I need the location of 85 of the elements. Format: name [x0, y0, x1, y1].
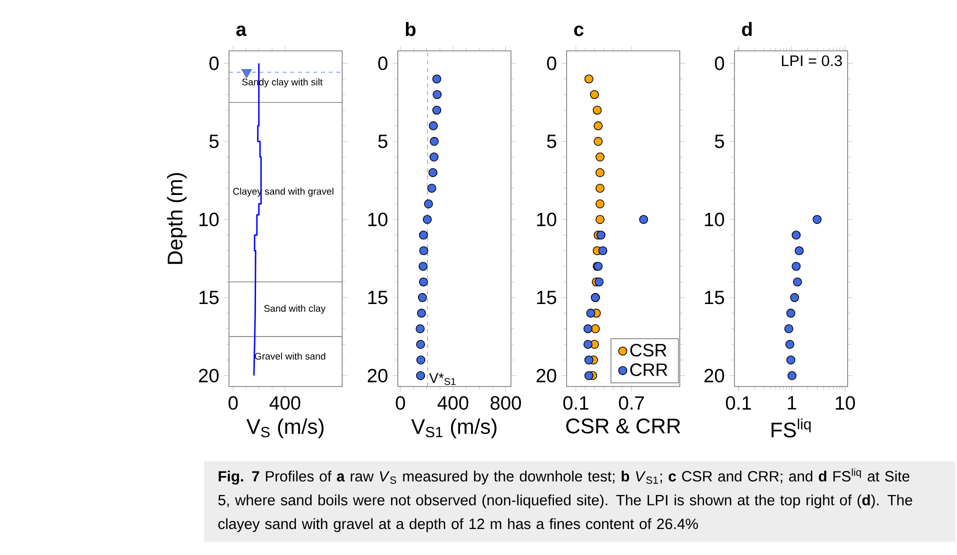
- y-tick-label: 15: [368, 290, 388, 304]
- ref-line-label: V*$_{S1}$: [429, 372, 456, 385]
- chart-title: d: [742, 22, 752, 36]
- point: [586, 308, 596, 318]
- point: [590, 324, 600, 334]
- point: [596, 168, 604, 177]
- point: [416, 340, 426, 349]
- point: [583, 324, 592, 334]
- point: [594, 277, 604, 286]
- x-tick-label: 400: [270, 396, 300, 410]
- point: [590, 90, 599, 99]
- point: [584, 370, 594, 380]
- point: [432, 106, 442, 114]
- x-tick-label: 0.1: [563, 396, 588, 410]
- y-tick-label: 10: [537, 212, 556, 226]
- point: [596, 214, 604, 224]
- point: [428, 168, 438, 177]
- x-tick-label: 0.7: [618, 396, 644, 410]
- y-tick-label: 20: [198, 368, 219, 382]
- point: [596, 199, 604, 208]
- point: [430, 136, 439, 146]
- point: [596, 152, 604, 162]
- y-axis-title: Depth (m): [167, 172, 187, 264]
- point: [592, 106, 602, 114]
- point: [594, 136, 603, 146]
- point: [432, 90, 442, 99]
- point: [596, 184, 604, 193]
- annotation: LPI = 0.3: [782, 55, 842, 66]
- legend-label: CSR: [630, 344, 666, 356]
- x-tick-label: 1: [788, 396, 796, 410]
- x-axis-title: V$_{S1}$ (m/s): [411, 418, 496, 438]
- y-tick-label: 15: [537, 290, 556, 304]
- chart-title: a: [236, 25, 247, 36]
- y-tick-label: 5: [378, 134, 388, 148]
- y-tick-label: 5: [547, 134, 556, 148]
- y-tick-label: 10: [368, 212, 388, 226]
- y-tick-label: 5: [209, 134, 219, 148]
- annotation: Sand with clay: [264, 304, 326, 314]
- x-tick-label: 800: [490, 396, 521, 410]
- chart-title: c: [574, 25, 584, 36]
- y-tick-label: 5: [714, 134, 724, 148]
- x-tick-label: 0: [228, 396, 238, 410]
- point: [598, 246, 608, 255]
- y-tick-label: 20: [536, 368, 556, 382]
- point: [584, 74, 594, 84]
- point: [424, 199, 433, 208]
- point: [418, 292, 427, 302]
- text: Fig. 7 Profiles of a raw V$_{S}$ measured by the downhole test; b V$_{S1}$; c CSR and CRR; and d FS$^{liq}$ at Site 5, where sand boils were not observed (non-liquefied site). The LPI is shown at the top right of (d). The clayey sand with gravel at a depth of 12 m has a fines content of 26.4%: [218, 468, 912, 532]
- x-axis-title: FS$^{liq}$: [772, 418, 811, 438]
- x-axis-title: V$_{S}$ (m/s): [246, 418, 324, 438]
- point: [416, 324, 425, 334]
- point: [639, 214, 648, 224]
- y-tick-label: 0: [547, 56, 556, 70]
- point: [417, 308, 426, 318]
- x-axis-title: CSR & CRR: [566, 418, 680, 434]
- point: [419, 230, 428, 240]
- point: [584, 355, 594, 364]
- y-tick-label: 15: [704, 290, 724, 304]
- point: [427, 184, 436, 193]
- point: [416, 370, 426, 380]
- point: [419, 246, 428, 255]
- point: [419, 277, 428, 286]
- y-tick-label: 10: [704, 212, 724, 226]
- y-tick-label: 15: [199, 290, 219, 304]
- x-tick-label: 0.1: [726, 396, 751, 410]
- point: [583, 340, 592, 349]
- y-tick-label: 0: [378, 56, 388, 70]
- y-tick-label: 0: [209, 56, 219, 70]
- point: [428, 121, 438, 130]
- point: [416, 355, 426, 364]
- point: [422, 214, 432, 224]
- x-tick-label: 10: [836, 396, 855, 410]
- y-tick-label: 0: [714, 56, 724, 70]
- point: [596, 230, 606, 240]
- point: [432, 74, 442, 84]
- x-tick-label: 400: [438, 396, 468, 410]
- y-tick-label: 10: [199, 212, 219, 226]
- point: [418, 262, 428, 271]
- y-tick-label: 20: [704, 368, 724, 382]
- point: [430, 152, 438, 162]
- chart-title: b: [406, 22, 416, 36]
- y-tick-label: 20: [368, 368, 388, 382]
- point: [594, 121, 603, 130]
- x-tick-label: 0: [396, 396, 406, 410]
- legend-label: CRR: [630, 363, 668, 376]
